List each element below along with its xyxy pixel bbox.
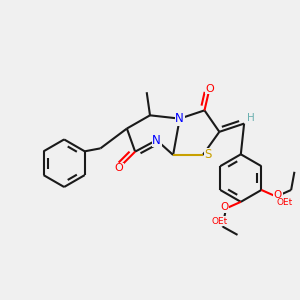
Text: O: O xyxy=(274,190,282,200)
Text: OEt: OEt xyxy=(276,198,293,207)
Text: OEt: OEt xyxy=(212,217,228,226)
Text: O: O xyxy=(220,202,228,212)
Text: S: S xyxy=(204,148,212,161)
Text: N: N xyxy=(152,134,161,147)
Text: N: N xyxy=(175,112,184,125)
Text: O: O xyxy=(205,84,214,94)
Text: H: H xyxy=(247,112,255,123)
Text: O: O xyxy=(114,163,123,173)
